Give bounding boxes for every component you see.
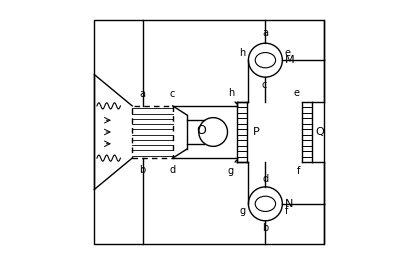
Bar <box>94 20 324 244</box>
Text: a: a <box>140 89 146 99</box>
Circle shape <box>199 118 228 146</box>
Text: b: b <box>262 223 268 233</box>
Text: c: c <box>262 80 267 90</box>
Text: P: P <box>253 127 260 137</box>
Text: f: f <box>297 166 300 176</box>
Text: b: b <box>140 165 146 175</box>
Text: a: a <box>262 27 268 37</box>
Text: e: e <box>294 88 300 98</box>
Text: d: d <box>262 174 268 184</box>
Text: c: c <box>170 89 175 99</box>
Text: h: h <box>228 88 234 98</box>
Bar <box>132 106 173 158</box>
Text: g: g <box>228 166 234 176</box>
Text: N: N <box>285 199 293 209</box>
Text: h: h <box>239 48 246 58</box>
Text: M: M <box>285 55 295 65</box>
Text: e: e <box>285 48 291 58</box>
Circle shape <box>248 43 282 77</box>
Text: g: g <box>239 206 246 216</box>
Text: O: O <box>196 124 206 137</box>
Circle shape <box>248 187 282 221</box>
Text: d: d <box>170 165 176 175</box>
Text: Q: Q <box>316 127 324 137</box>
Text: f: f <box>285 206 288 216</box>
